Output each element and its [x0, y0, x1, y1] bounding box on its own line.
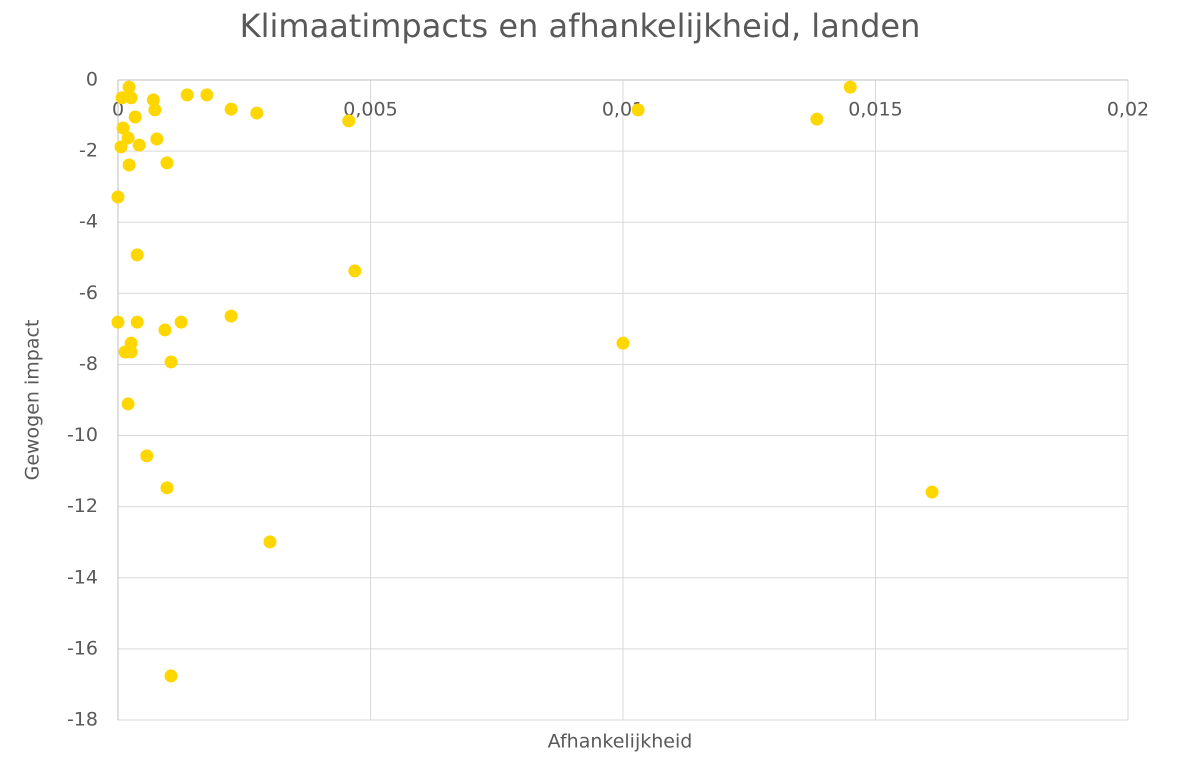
point	[200, 88, 214, 102]
point	[121, 397, 135, 411]
point	[146, 93, 160, 107]
x-tick-label: 0,005	[343, 99, 397, 121]
point	[121, 131, 135, 145]
y-tick-label: -18	[67, 709, 98, 731]
point	[631, 103, 645, 117]
point	[148, 103, 162, 117]
point	[116, 121, 130, 135]
point	[164, 669, 178, 683]
y-tick-label: -10	[67, 424, 98, 446]
x-tick-label: 0,02	[1107, 99, 1149, 121]
point	[342, 114, 356, 128]
point	[150, 132, 164, 146]
point	[114, 140, 128, 154]
point	[130, 248, 144, 262]
point	[843, 80, 857, 94]
point	[180, 88, 194, 102]
point	[810, 112, 824, 126]
y-tick-label: -14	[67, 566, 98, 588]
point	[140, 449, 154, 463]
point	[124, 91, 138, 105]
x-axis-title: Afhankelijkheid	[548, 731, 693, 753]
y-tick-label: -2	[79, 140, 98, 162]
point	[124, 345, 138, 359]
point	[224, 309, 238, 323]
x-tick-label: 0,015	[848, 99, 902, 121]
y-axis-title: Gewogen impact	[22, 320, 44, 481]
point	[160, 481, 174, 495]
point	[132, 138, 146, 152]
point	[115, 91, 129, 105]
point	[616, 336, 630, 350]
point	[250, 106, 264, 120]
point	[111, 315, 125, 329]
point	[164, 355, 178, 369]
point	[158, 323, 172, 337]
x-tick-label: 0,01	[602, 99, 644, 121]
point	[111, 190, 125, 204]
point	[174, 315, 188, 329]
point	[160, 156, 174, 170]
chart-title: Klimaatimpacts en afhankelijkheid, lande…	[240, 7, 921, 45]
y-tick-label: -6	[79, 282, 98, 304]
point	[128, 110, 142, 124]
point	[224, 102, 238, 116]
y-tick-label: -16	[67, 637, 98, 659]
point	[925, 485, 939, 499]
y-tick-label: -4	[79, 211, 98, 233]
y-tick-label: -8	[79, 353, 98, 375]
point	[348, 264, 362, 278]
y-tick-label: -12	[67, 495, 98, 517]
y-tick-label: 0	[86, 69, 98, 91]
point	[122, 158, 136, 172]
point	[122, 80, 136, 94]
point	[130, 315, 144, 329]
point	[263, 535, 277, 549]
